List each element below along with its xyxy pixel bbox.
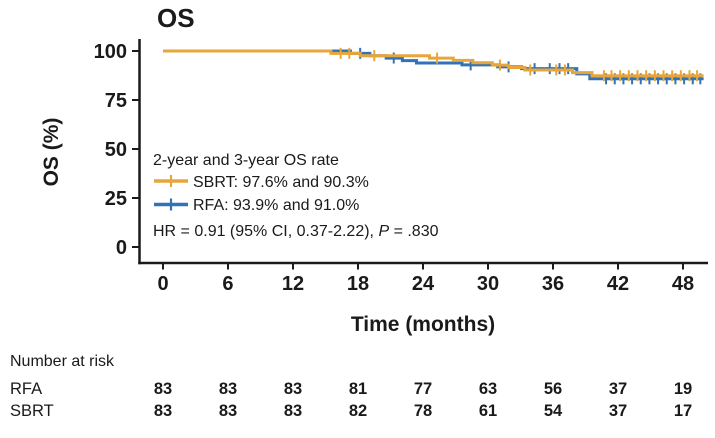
y-tick-label: 100 (94, 41, 127, 63)
x-axis-label: Time (months) (351, 313, 495, 336)
risk-count: 83 (284, 402, 302, 420)
x-tick-label: 48 (672, 273, 694, 295)
legend-swatches (154, 175, 188, 211)
y-tick-label: 25 (105, 188, 127, 210)
risk-count: 61 (479, 402, 497, 420)
x-tick-label: 18 (347, 273, 369, 295)
y-axis: 100 75 50 25 0 (94, 39, 141, 265)
y-axis-label: OS (%) (40, 118, 63, 187)
risk-count: 37 (609, 402, 627, 420)
hr-text-suffix: = .830 (389, 223, 438, 240)
x-tick-label: 24 (412, 273, 435, 295)
chart-title: OS (157, 3, 195, 33)
risk-count: 81 (349, 380, 367, 398)
risk-count: 83 (154, 402, 172, 420)
x-tick-label: 42 (607, 273, 629, 295)
risk-count: 83 (219, 402, 237, 420)
hr-p-italic: P (378, 223, 389, 240)
x-tick-label: 30 (477, 273, 499, 295)
risk-count: 83 (154, 380, 172, 398)
series-sbrt (163, 47, 704, 82)
legend-label-sbrt: SBRT: 97.6% and 90.3% (193, 174, 369, 191)
risk-count: 77 (414, 380, 432, 398)
hr-annotation: HR = 0.91 (95% CI, 0.37-2.22), P = .830 (153, 223, 439, 240)
km-curve-sbrt (163, 49, 704, 78)
risk-row-label-sbrt: SBRT (10, 402, 54, 420)
y-tick-label: 0 (116, 237, 127, 259)
survival-curves (163, 47, 704, 85)
risk-values: 83 83 83 81 77 63 56 37 19 83 83 83 82 78 61 54 37 17 (154, 380, 692, 420)
risk-row-label-rfa: RFA (10, 380, 42, 398)
risk-count: 78 (414, 402, 432, 420)
y-tick-label: 75 (105, 90, 127, 112)
risk-count: 37 (609, 380, 627, 398)
risk-count: 82 (349, 402, 367, 420)
series-rfa (163, 47, 704, 85)
risk-table-heading: Number at risk (10, 353, 115, 370)
risk-count: 54 (544, 402, 563, 420)
risk-count: 83 (219, 380, 237, 398)
number-at-risk-table: Number at risk RFA SBRT 83 83 83 81 77 63 56 37… (10, 353, 692, 420)
x-axis: 0 6 12 18 24 30 36 42 48 (138, 261, 708, 295)
x-tick-label: 0 (157, 273, 168, 295)
legend-heading: 2-year and 3-year OS rate (153, 152, 339, 169)
y-tick-label: 50 (105, 139, 127, 161)
legend-label-rfa: RFA: 93.9% and 91.0% (193, 197, 359, 214)
x-tick-label: 36 (542, 273, 564, 295)
legend: 2-year and 3-year OS rate SBRT: 97.6% an… (153, 152, 439, 240)
x-tick-label: 12 (282, 273, 304, 295)
hr-text-prefix: HR = 0.91 (95% CI, 0.37-2.22), (153, 223, 378, 240)
risk-count: 56 (544, 380, 562, 398)
risk-count: 83 (284, 380, 302, 398)
risk-count: 17 (674, 402, 692, 420)
risk-count: 19 (674, 380, 692, 398)
risk-count: 63 (479, 380, 497, 398)
x-tick-label: 6 (222, 273, 233, 295)
